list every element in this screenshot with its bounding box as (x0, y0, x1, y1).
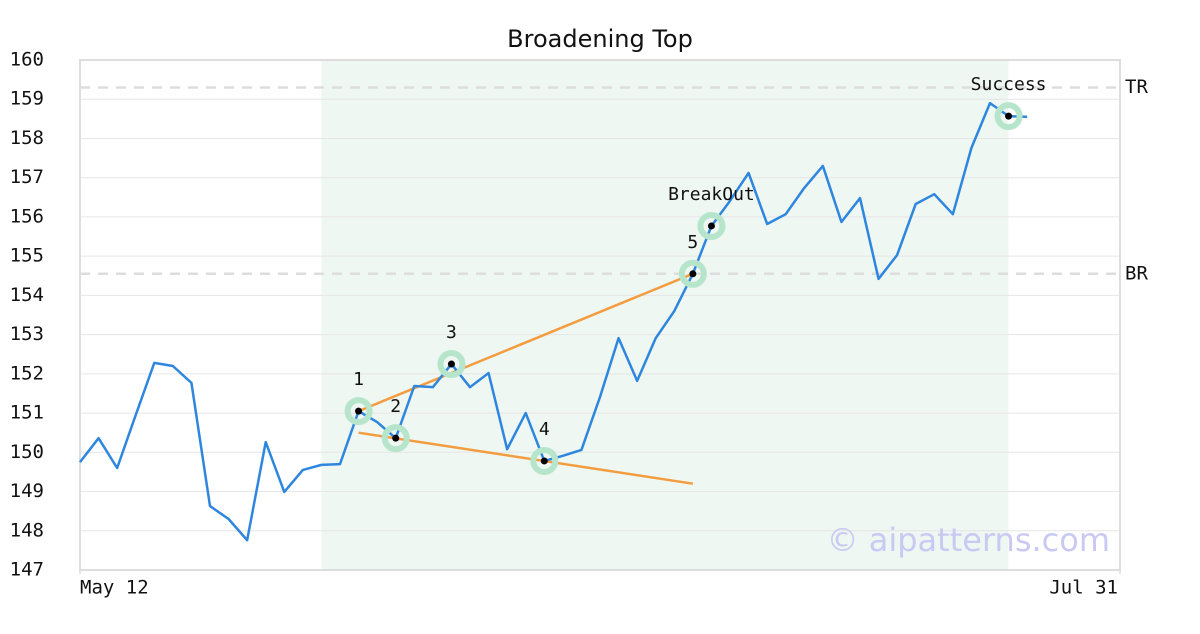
marker-dot (707, 222, 715, 230)
y-tick-label: 157 (10, 166, 44, 188)
y-tick-label: 147 (10, 559, 44, 581)
marker-halo (530, 446, 559, 475)
marker-label: 1 (353, 369, 364, 390)
marker-dot (392, 434, 400, 442)
chart-title: Broadening Top (507, 25, 693, 53)
y-tick-label: 156 (10, 205, 44, 227)
marker-dot (355, 407, 363, 415)
x-tick-label: May 12 (80, 577, 149, 599)
marker-halo (697, 211, 726, 240)
watermark: © aipatterns.com (827, 521, 1110, 559)
y-tick-label: 150 (10, 441, 44, 463)
marker-dot (689, 270, 697, 278)
y-tick-label: 151 (10, 402, 44, 424)
y-tick-label: 152 (10, 362, 44, 384)
marker-halo (437, 350, 466, 379)
y-tick-label: 159 (10, 88, 44, 110)
y-tick-label: 158 (10, 127, 44, 149)
marker-halo (994, 102, 1023, 131)
marker-label: 5 (687, 232, 698, 253)
level-label: TR (1125, 76, 1148, 98)
marker-halo (678, 259, 707, 288)
marker-label: Success (971, 74, 1047, 95)
y-tick-label: 155 (10, 245, 44, 267)
marker-halo (381, 424, 410, 453)
marker-label: 3 (446, 322, 457, 343)
marker-dot (1005, 112, 1013, 120)
marker-dot (540, 457, 548, 465)
trendline (358, 431, 694, 485)
x-tick-label: Jul 31 (1049, 577, 1118, 599)
y-tick-label: 153 (10, 323, 44, 345)
marker-halo (344, 397, 373, 426)
y-tick-label: 160 (10, 49, 44, 71)
marker-dot (447, 360, 455, 368)
marker-label: BreakOut (668, 184, 755, 205)
marker-label: 4 (539, 419, 550, 440)
highlight-region (321, 60, 1009, 570)
plot-frame (79, 59, 1121, 571)
y-tick-label: 154 (10, 284, 44, 306)
y-tick-label: 148 (10, 519, 44, 541)
marker-label: 2 (390, 396, 401, 417)
y-tick-label: 149 (10, 480, 44, 502)
level-label: BR (1125, 262, 1148, 284)
